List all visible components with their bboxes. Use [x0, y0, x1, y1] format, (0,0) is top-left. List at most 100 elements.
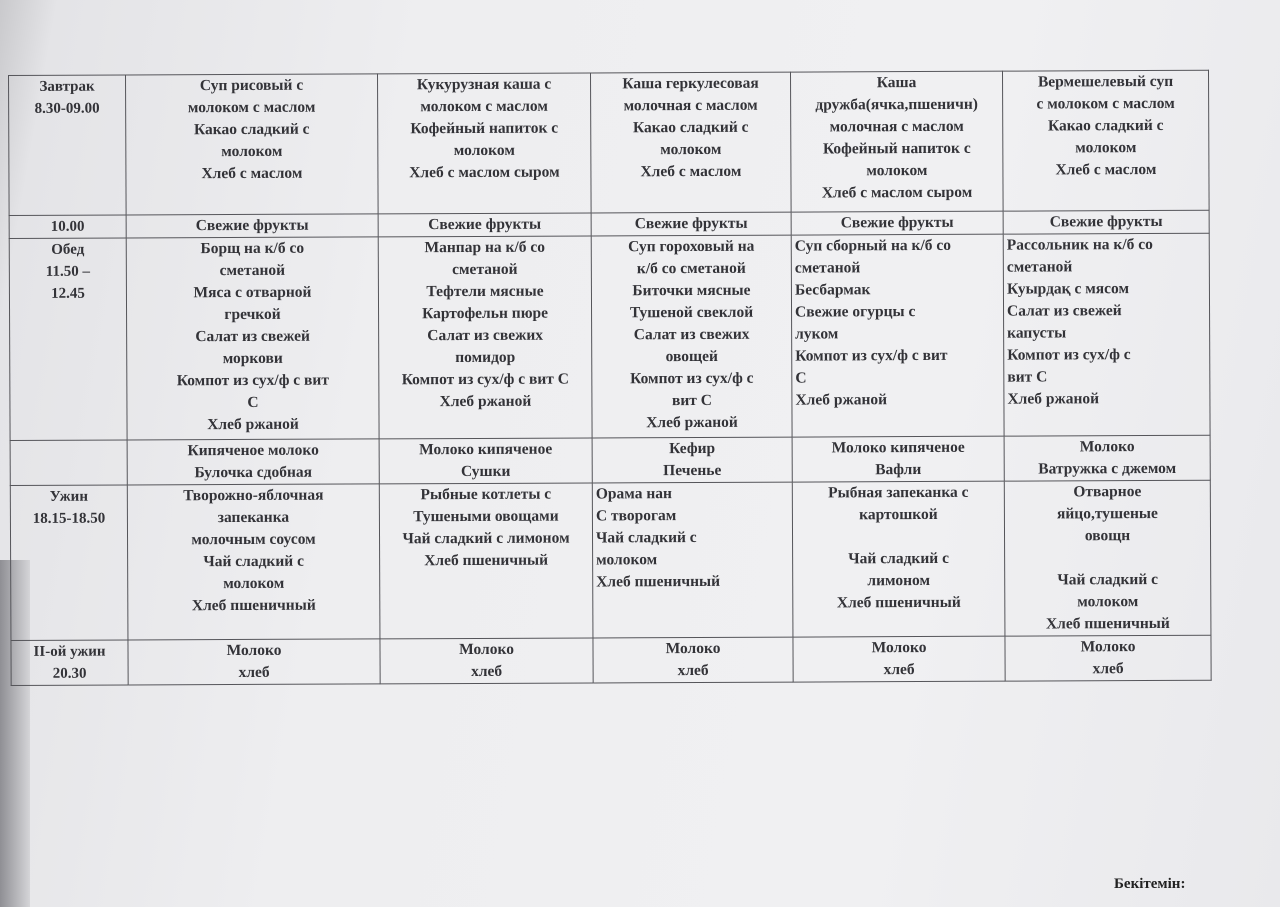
dish-line: Молоко — [871, 638, 927, 657]
menu-cell-day-5: Вермешелевый суп с молоком с маслом Какао … — [1002, 70, 1210, 212]
menu-cell-day-4: Рыбная запеканка с картошкой Чай сладкий … — [792, 481, 1005, 638]
dish-line: помидор — [455, 348, 516, 367]
dish-line: Кофейный напиток с — [822, 139, 971, 158]
dish-line: молоком с маслом — [420, 97, 548, 116]
dish-line: Компот из сух/ф с вит — [795, 346, 948, 365]
dish-line: молоком — [1077, 593, 1139, 611]
dish-line: Орама нан — [595, 485, 672, 503]
menu-cell-day-1: Кипяченое молоко Булочка сдобная — [127, 438, 380, 485]
meal-time-line: 8.30-09.00 — [34, 100, 100, 117]
dish-line: С творогам — [595, 507, 677, 525]
dish-line: Свежие фрукты — [634, 214, 748, 233]
meal-time-cell — [10, 439, 128, 486]
meal-time-line: Обед — [51, 241, 85, 258]
dish-line: сметаной — [794, 259, 861, 277]
dish-line: Борщ на к/б со — [200, 239, 305, 258]
menu-cell-day-4: Суп сборный на к/б со сметаной Бесбармак Св… — [791, 234, 1005, 438]
meal-time-line: II-ой ужин — [33, 643, 106, 660]
dish-line: к/б со сметаной — [636, 259, 746, 278]
dish-line: Компот из сух/ф с вит С — [401, 370, 570, 389]
dish-line: Кукурузная каша с — [416, 75, 552, 94]
dish-line: Салат из свежих — [633, 325, 750, 344]
dish-line: Свежие фрукты — [840, 213, 954, 232]
photo-shadow — [0, 560, 30, 907]
menu-cell-day-4: Свежие фрукты — [791, 211, 1004, 236]
dish-line: молочная с маслом — [829, 117, 964, 136]
dish-line: Рыбная запеканка с — [828, 483, 969, 502]
dish-line: Суп гороховый на — [628, 237, 755, 256]
meal-time-line: 10.00 — [50, 218, 85, 235]
dish-line: Рассольник на к/б со — [1006, 236, 1153, 254]
dish-line — [796, 526, 1001, 549]
menu-cell-day-5: Молоко Ватружка с джемом — [1004, 435, 1211, 482]
dish-line: Хлеб ржаной — [646, 413, 738, 432]
dish-line: Чай сладкий с лимоном — [402, 529, 570, 548]
dish-line: Кефир — [669, 439, 716, 458]
dish-line: Хлеб пшеничный — [836, 593, 961, 612]
dish-line: молочная с маслом — [623, 96, 758, 115]
menu-cell-day-5: Молоко хлеб — [1004, 635, 1212, 682]
menu-row-dinner: Ужин 18.15-18.50 Творожно-яблочная запеканк… — [10, 480, 1211, 641]
menu-cell-day-3: Орама нан С творогам Чай сладкий с молоком Х… — [592, 482, 793, 638]
dish-line: Чай сладкий с — [1057, 570, 1159, 589]
dish-line: молоком — [1075, 139, 1137, 157]
meal-time-line: 12.45 — [51, 285, 85, 302]
dish-line: лимоном — [867, 571, 931, 590]
weekly-menu-table: Завтрак 8.30-09.00 Суп рисовый с молоком с … — [8, 70, 1212, 686]
dish-line: Хлеб с маслом — [640, 162, 742, 181]
dish-line: Тушеными овощами — [413, 507, 559, 526]
meal-time-cell: II-ой ужин 20.30 — [10, 639, 129, 686]
dish-line: Молоко — [665, 639, 721, 658]
meal-time-line: Завтрак — [39, 78, 95, 95]
dish-line: Чай сладкий с — [595, 528, 697, 547]
menu-cell-day-1: Свежие фрукты — [126, 213, 379, 238]
dish-line: Бесбармак — [794, 281, 871, 299]
dish-line: Какао сладкий с — [1047, 116, 1164, 135]
dish-line: хлеб — [677, 661, 709, 680]
dish-line: Салат из свежих — [427, 326, 544, 345]
meal-time-line: Ужин — [49, 488, 88, 505]
dish-line: Хлеб с маслом сыром — [821, 183, 973, 202]
dish-line: гречкой — [224, 305, 281, 324]
dish-line: Молоко кипяченое — [831, 438, 965, 457]
dish-line: Каша — [876, 74, 917, 92]
dish-line: молоком — [596, 551, 658, 569]
menu-cell-day-2: Молоко кипяченое Сушки — [379, 437, 593, 484]
dish-line: Булочка сдобная — [194, 463, 313, 482]
meal-time-line: 18.15-18.50 — [32, 510, 106, 527]
dish-line: Картофельн пюре — [422, 304, 549, 323]
dish-line — [1008, 547, 1207, 570]
dish-line: Биточки мясные — [632, 281, 751, 300]
menu-cell-day-4: Молоко хлеб — [792, 636, 1006, 683]
dish-line: Хлеб ржаной — [439, 392, 532, 411]
dish-line: молоком — [453, 141, 515, 160]
dish-line: Молоко — [226, 641, 282, 660]
dish-line: Молоко — [1080, 638, 1136, 656]
menu-cell-day-2: Манпар на к/б со сметаной Тефтели мясные Ка… — [378, 235, 593, 439]
dish-line: молоком — [660, 140, 722, 159]
dish-line: хлеб — [1092, 660, 1124, 678]
dish-line: Хлеб с маслом сыром — [409, 163, 560, 182]
menu-cell-day-1: Молоко хлеб — [127, 638, 381, 685]
dish-line: Хлеб ржаной — [795, 391, 888, 409]
dish-line: хлеб — [471, 662, 503, 680]
menu-cell-day-3: Кефир Печенье — [592, 437, 793, 483]
dish-line: Сушки — [460, 462, 511, 481]
dish-line: Свежие фрукты — [195, 216, 309, 235]
dish-line: Хлеб ржаной — [1007, 390, 1100, 408]
menu-cell-day-4: Каша дружба(ячка,пшеничн) молочная с масло… — [790, 71, 1004, 213]
dish-line: молоком — [221, 142, 283, 161]
approval-label: Бекітемін: — [1114, 876, 1186, 892]
menu-cell-day-1: Суп рисовый с молоком с маслом Какао сладк… — [125, 73, 379, 215]
dish-line: Мяса с отварной — [193, 283, 312, 302]
dish-line: Вафли — [875, 461, 922, 479]
dish-line: хлеб — [883, 661, 915, 679]
menu-row-second-dinner: II-ой ужин 20.30 Молоко хлеб Молоко хлеб Молок… — [10, 635, 1212, 686]
menu-cell-day-2: Кукурузная каша с молоком с маслом Кофейны… — [377, 72, 592, 214]
menu-cell-day-5: Рассольник на к/б со сметаной Куырдақ с мя… — [1003, 233, 1211, 437]
dish-line: Суп сборный на к/б со — [794, 236, 952, 255]
meal-time-cell: Обед 11.50 – 12.45 — [9, 237, 128, 441]
dish-line: Чай сладкий с — [203, 552, 304, 571]
dish-line: Свежие фрукты — [1049, 212, 1163, 231]
dish-line: Молоко кипяченое — [419, 440, 553, 459]
